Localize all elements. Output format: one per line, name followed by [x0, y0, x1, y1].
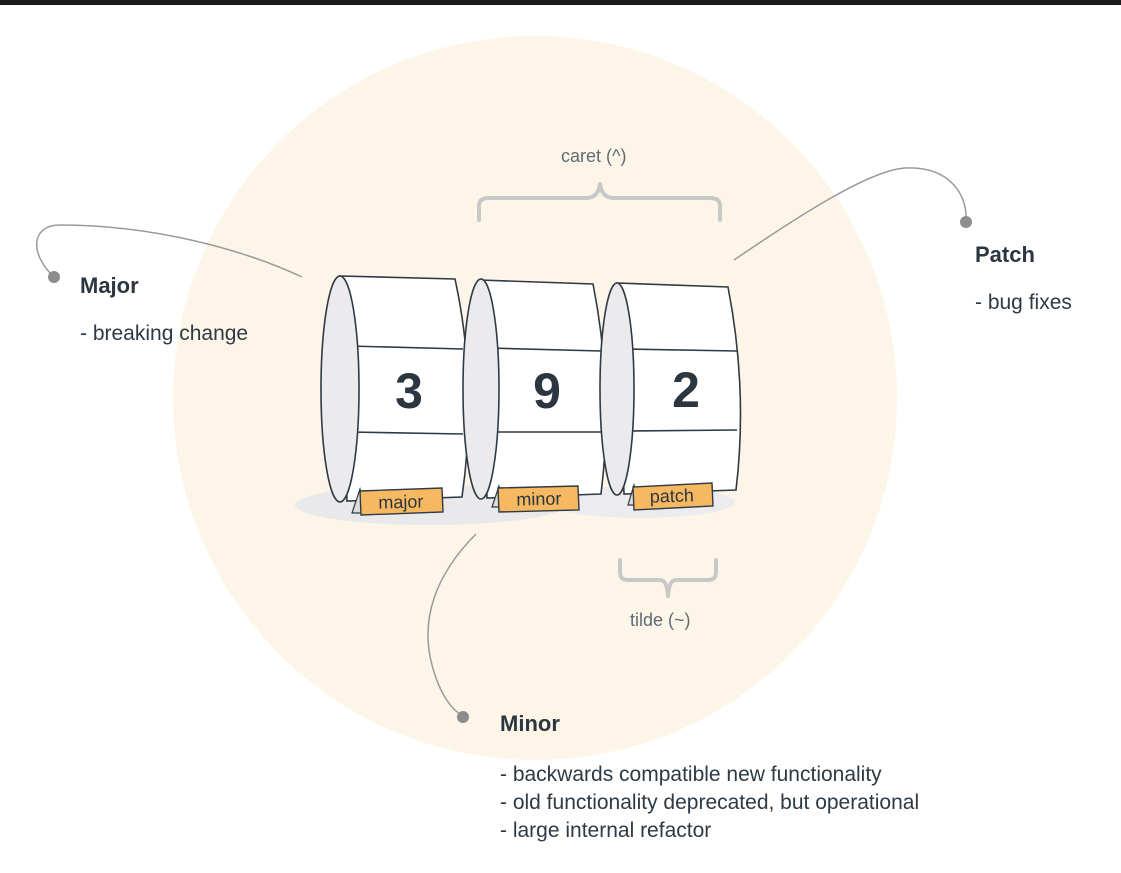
patch-drum	[599, 282, 742, 496]
patch-tag-label: patch	[649, 485, 694, 507]
minor-tag	[491, 484, 580, 513]
minor-tag-label: minor	[516, 488, 562, 509]
patch-connector	[733, 167, 967, 261]
patch-title: Patch	[975, 242, 1035, 267]
tilde-bracket	[618, 558, 718, 598]
tilde-label: tilde (~)	[630, 610, 691, 630]
caret-bracket	[477, 182, 722, 222]
major-number: 3	[395, 363, 423, 419]
minor-drum	[462, 278, 607, 500]
minor-number: 9	[533, 363, 561, 419]
major-description: - breaking change	[80, 322, 249, 345]
patch-description: - bug fixes	[975, 291, 1072, 314]
caret-label: caret (^)	[561, 146, 627, 166]
minor-title: Minor	[500, 711, 560, 736]
major-title: Major	[80, 273, 139, 298]
patch-number: 2	[672, 362, 700, 418]
top-border	[0, 0, 1121, 5]
minor-description-line: - old functionality deprecated, but oper…	[500, 791, 920, 814]
major-tag	[351, 486, 444, 516]
patch-connector-dot	[960, 216, 972, 228]
minor-description-line: - large internal refactor	[500, 819, 712, 842]
minor-connector	[427, 533, 477, 717]
major-tag-label: major	[378, 491, 424, 512]
minor-connector-dot	[457, 711, 469, 723]
major-connector	[36, 224, 303, 278]
minor-description-line: - backwards compatible new functionality	[500, 763, 882, 786]
patch-tag	[627, 482, 714, 511]
major-connector-dot	[48, 271, 60, 283]
